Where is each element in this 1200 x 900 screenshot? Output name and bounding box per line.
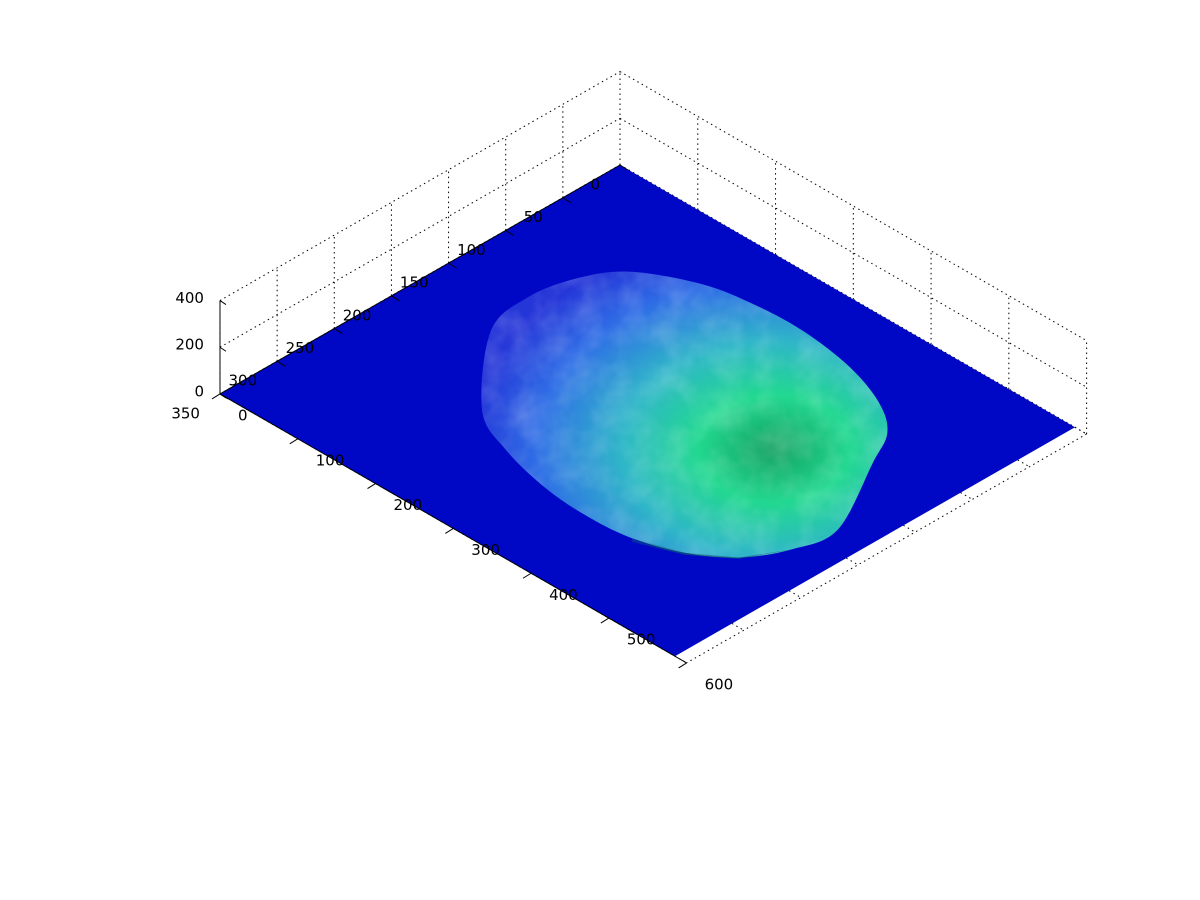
y-tick-label: 300: [228, 372, 257, 390]
z-tick-label: 400: [175, 289, 204, 307]
y-tick-label: 350: [171, 404, 200, 422]
x-tick: [601, 618, 609, 623]
y-tick-label: 0: [590, 176, 600, 194]
x-tick-label: 600: [705, 675, 734, 693]
x-tick-label: 0: [238, 406, 248, 424]
x-tick-label: 100: [316, 451, 345, 469]
x-tick-label: 300: [471, 541, 500, 559]
x-tick-label: 400: [549, 586, 578, 604]
y-tick-label: 150: [400, 274, 429, 292]
x-tick-label: 200: [394, 496, 423, 514]
x-tick: [212, 394, 220, 399]
z-tick-label: 0: [194, 382, 204, 400]
surface: [220, 165, 1075, 656]
y-tick-label: 50: [524, 208, 543, 226]
x-tick: [368, 484, 376, 489]
x-tick: [445, 528, 453, 533]
z-tick: [220, 301, 226, 305]
y-tick-label: 250: [286, 339, 315, 357]
z-tick-label: 200: [175, 336, 204, 354]
x-tick-label: 500: [627, 631, 656, 649]
y-tick-label: 100: [457, 241, 486, 259]
x-tick: [523, 573, 531, 578]
x-tick: [290, 439, 298, 444]
y-tick-label: 200: [343, 306, 372, 324]
x-tick: [679, 663, 687, 668]
z-tick: [220, 347, 226, 351]
